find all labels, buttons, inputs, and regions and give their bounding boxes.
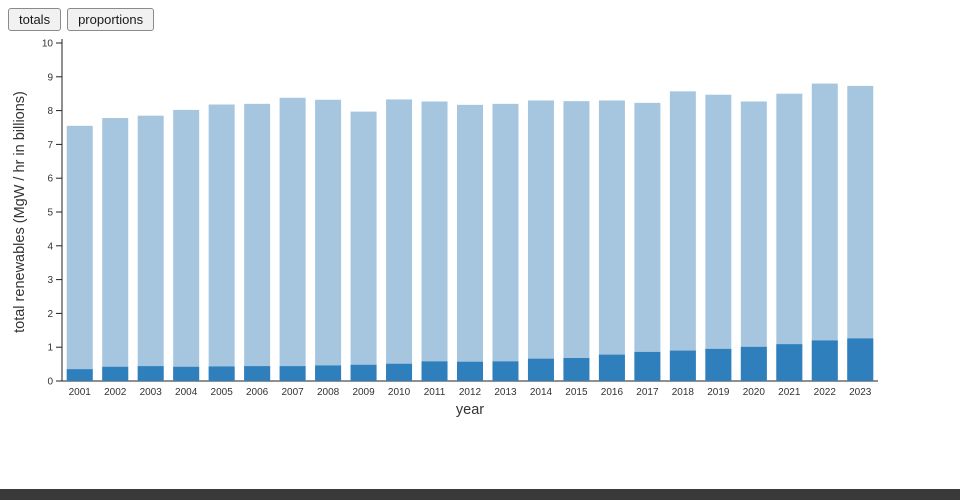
bar-total-2003 xyxy=(137,115,164,382)
x-tick-label: 2015 xyxy=(565,387,588,398)
bar-renewables-2004 xyxy=(173,366,200,381)
bar-total-2005 xyxy=(208,104,235,382)
bar-total-2009 xyxy=(350,111,377,381)
x-tick-label: 2014 xyxy=(530,387,553,398)
x-tick-label: 2009 xyxy=(352,387,375,398)
x-tick-label: 2008 xyxy=(317,387,340,398)
x-tick-label: 2016 xyxy=(601,387,624,398)
x-tick-label: 2018 xyxy=(672,387,695,398)
x-tick-label: 2011 xyxy=(424,387,446,398)
bar-renewables-2001 xyxy=(66,369,93,381)
x-tick-label: 2021 xyxy=(778,387,801,398)
bar-total-2013 xyxy=(492,103,519,381)
bar-renewables-2011 xyxy=(421,361,448,381)
view-toggle-toolbar: totals proportions xyxy=(8,8,155,31)
bar-renewables-2006 xyxy=(244,366,271,381)
bar-total-2011 xyxy=(421,101,448,381)
x-tick-label: 2022 xyxy=(814,387,837,398)
bar-renewables-2008 xyxy=(315,365,342,381)
bar-total-2014 xyxy=(527,100,554,382)
y-tick-label: 5 xyxy=(47,208,53,219)
bar-renewables-2022 xyxy=(811,340,838,381)
y-tick-label: 3 xyxy=(47,275,53,286)
y-tick-label: 6 xyxy=(47,174,53,185)
bar-total-2022 xyxy=(811,83,838,381)
y-tick-label: 9 xyxy=(47,72,53,83)
bar-renewables-2002 xyxy=(102,366,129,381)
bar-renewables-2021 xyxy=(776,344,803,381)
bar-renewables-2010 xyxy=(386,363,413,381)
y-tick-label: 2 xyxy=(47,309,53,320)
bar-total-2004 xyxy=(173,109,200,381)
bar-total-2015 xyxy=(563,101,590,382)
bar-total-2016 xyxy=(598,100,625,382)
y-tick-label: 0 xyxy=(47,377,53,388)
bar-total-2008 xyxy=(315,99,342,381)
x-tick-label: 2007 xyxy=(281,387,304,398)
bar-renewables-2023 xyxy=(847,338,874,381)
bar-total-2001 xyxy=(66,125,93,381)
y-axis-title: total renewables (MgW / hr in billions) xyxy=(12,91,28,333)
bar-total-2017 xyxy=(634,102,661,382)
bar-total-2019 xyxy=(705,94,732,382)
y-tick-label: 7 xyxy=(47,140,53,151)
bar-renewables-2007 xyxy=(279,366,306,381)
bar-renewables-2009 xyxy=(350,364,377,381)
x-tick-label: 2002 xyxy=(104,387,127,398)
x-tick-label: 2023 xyxy=(849,387,872,398)
x-tick-label: 2004 xyxy=(175,387,198,398)
bar-renewables-2016 xyxy=(598,354,625,381)
x-tick-label: 2020 xyxy=(743,387,766,398)
y-tick-label: 8 xyxy=(47,106,53,117)
x-tick-label: 2006 xyxy=(246,387,269,398)
totals-button[interactable]: totals xyxy=(8,8,62,31)
proportions-button[interactable]: proportions xyxy=(67,8,155,31)
bar-renewables-2012 xyxy=(457,361,483,381)
x-tick-label: 2001 xyxy=(69,387,92,398)
bar-renewables-2014 xyxy=(527,358,554,381)
bar-total-2002 xyxy=(102,118,129,381)
bottom-bar xyxy=(0,489,960,500)
bar-total-2012 xyxy=(457,104,483,381)
bar-total-2021 xyxy=(776,93,803,381)
bar-renewables-2003 xyxy=(137,366,164,381)
bar-renewables-2013 xyxy=(492,361,519,381)
stacked-bar-chart: 0 1 2 3 4 5 6 7 8 9 10 2001 2002 2003 2004 2005 2006 2007… xyxy=(12,39,878,418)
bar-total-2010 xyxy=(386,99,413,382)
bar-total-2020 xyxy=(740,101,767,381)
bar-renewables-2019 xyxy=(705,348,732,381)
bar-total-2023 xyxy=(847,85,874,382)
x-tick-label: 2017 xyxy=(636,387,659,398)
chart-canvas: 0 1 2 3 4 5 6 7 8 9 10 2001 2002 2003 2004 2005 2006 2007… xyxy=(12,39,878,418)
x-tick-label: 2003 xyxy=(140,387,163,398)
bar-renewables-2017 xyxy=(634,351,661,381)
bar-renewables-2018 xyxy=(669,350,696,381)
x-axis-title: year xyxy=(456,402,484,418)
bar-renewables-2015 xyxy=(563,358,590,381)
y-tick-label: 10 xyxy=(42,39,54,50)
bar-renewables-2020 xyxy=(740,346,767,381)
y-tick-label: 1 xyxy=(47,343,53,354)
x-tick-label: 2010 xyxy=(388,387,411,398)
x-tick-label: 2013 xyxy=(494,387,517,398)
x-tick-label: 2005 xyxy=(211,387,234,398)
x-tick-label: 2019 xyxy=(707,387,730,398)
bar-renewables-2005 xyxy=(208,366,235,381)
x-tick-label: 2012 xyxy=(459,387,482,398)
bar-total-2007 xyxy=(279,97,306,382)
bar-total-2018 xyxy=(669,91,696,382)
bar-total-2006 xyxy=(244,103,271,381)
y-tick-label: 4 xyxy=(47,241,53,252)
